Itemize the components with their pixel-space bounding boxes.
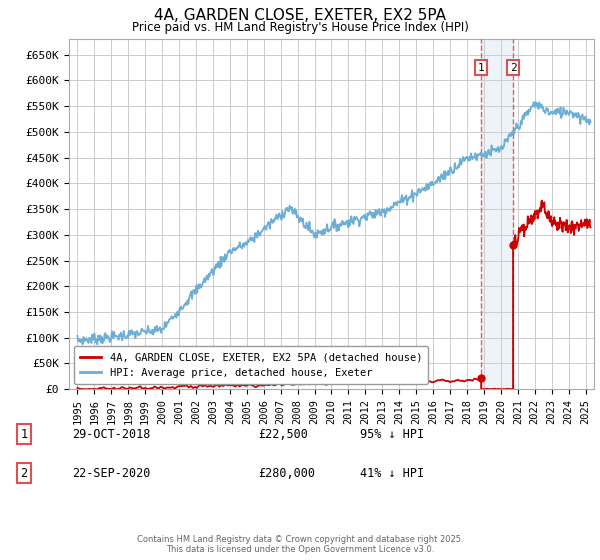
Text: 4A, GARDEN CLOSE, EXETER, EX2 5PA: 4A, GARDEN CLOSE, EXETER, EX2 5PA — [154, 8, 446, 24]
Text: 1: 1 — [478, 63, 484, 72]
Text: 22-SEP-2020: 22-SEP-2020 — [72, 466, 151, 480]
Text: 2: 2 — [509, 63, 517, 72]
Bar — [481, 39, 513, 389]
Text: Price paid vs. HM Land Registry's House Price Index (HPI): Price paid vs. HM Land Registry's House … — [131, 21, 469, 34]
Text: 1: 1 — [20, 427, 28, 441]
Text: £280,000: £280,000 — [258, 466, 315, 480]
Text: 41% ↓ HPI: 41% ↓ HPI — [360, 466, 424, 480]
Legend: 4A, GARDEN CLOSE, EXETER, EX2 5PA (detached house), HPI: Average price, detached: 4A, GARDEN CLOSE, EXETER, EX2 5PA (detac… — [74, 346, 428, 384]
Text: 29-OCT-2018: 29-OCT-2018 — [72, 427, 151, 441]
Text: 2: 2 — [20, 466, 28, 480]
Text: Contains HM Land Registry data © Crown copyright and database right 2025.
This d: Contains HM Land Registry data © Crown c… — [137, 535, 463, 554]
Text: 95% ↓ HPI: 95% ↓ HPI — [360, 427, 424, 441]
Text: £22,500: £22,500 — [258, 427, 308, 441]
